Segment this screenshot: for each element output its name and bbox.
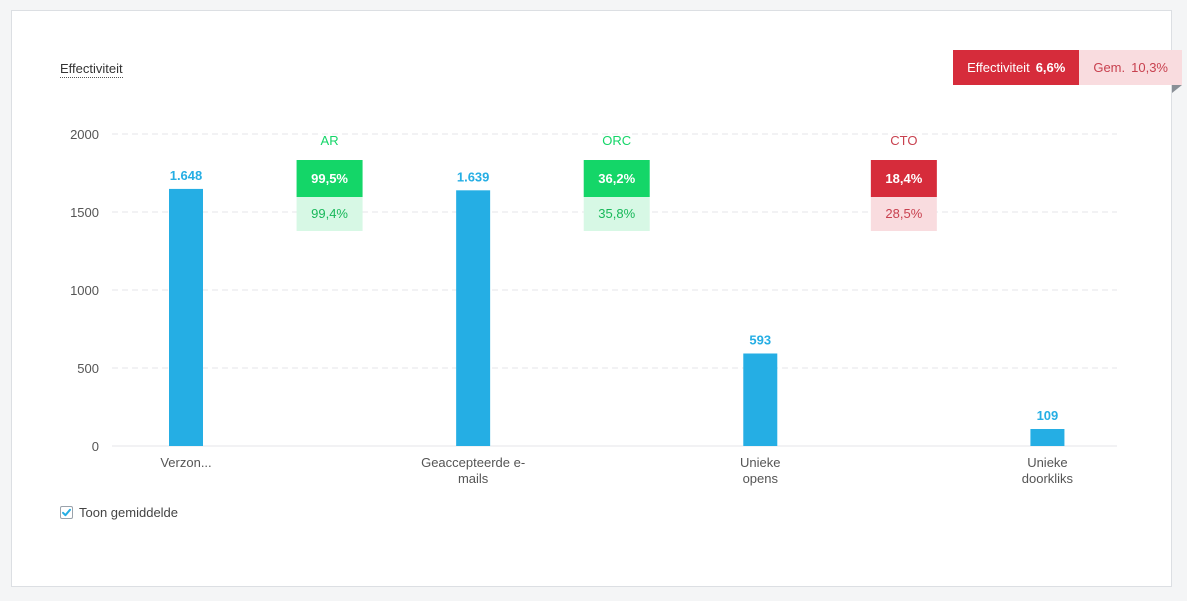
x-tick-label: Unieke (1027, 455, 1067, 470)
rate-value: 18,4% (885, 171, 922, 186)
effectiveness-card: Effectiviteit Effectiviteit 6,6% Gem. 10… (11, 10, 1182, 587)
rate-average-box (870, 197, 937, 231)
bar-value-label: 1.648 (170, 168, 203, 183)
bar-value-label: 109 (1037, 408, 1059, 423)
effectiveness-label: Effectiviteit (967, 60, 1030, 75)
x-tick-label: mails (458, 471, 489, 486)
effectiveness-main: Effectiviteit 6,6% (953, 50, 1080, 85)
rate-value: 36,2% (598, 171, 635, 186)
rate-average: 99,4% (311, 206, 348, 221)
effectiveness-value: 6,6% (1035, 60, 1066, 75)
x-tick-label: Verzon... (160, 455, 211, 470)
x-tick-label: doorkliks (1022, 471, 1074, 486)
effectiveness-average: Gem. 10,3% (1079, 50, 1182, 85)
bar-chart: 0 500 1000 1500 2000 1.648 Verzon... 1.639 Geacc… (70, 127, 1117, 486)
rate-average: 35,8% (598, 206, 635, 221)
y-tick-label: 1000 (70, 283, 99, 298)
y-tick-label: 0 (92, 439, 99, 454)
bar (1030, 428, 1065, 446)
rate-name: ORC (602, 133, 631, 148)
effectiveness-average-label: Gem. (1093, 60, 1126, 75)
rate-value-box (583, 160, 650, 197)
ribbon-fold-icon (1172, 85, 1182, 93)
bar (169, 188, 203, 447)
rate-value-box (870, 160, 937, 197)
bar-value-label: 1.639 (457, 169, 490, 184)
rate-value: 99,5% (311, 171, 348, 186)
x-tick-label: Geaccepteerde e- (421, 455, 525, 470)
rate-average-box (583, 197, 650, 231)
bar-value-label: 593 (749, 332, 771, 347)
bar (743, 353, 778, 446)
rate-value-box (296, 160, 363, 197)
rate-name: AR (321, 133, 339, 148)
effectiveness-average-value: 10,3% (1131, 60, 1168, 75)
card-title: Effectiviteit (60, 61, 123, 78)
show-average-label: Toon gemiddelde (79, 505, 179, 520)
checkmark-icon (62, 508, 71, 517)
checkbox[interactable] (60, 506, 73, 519)
show-average-toggle[interactable]: Toon gemiddelde (60, 505, 178, 520)
bar (456, 190, 491, 446)
y-tick-label: 500 (77, 361, 99, 376)
effectiveness-badge: Effectiviteit 6,6% Gem. 10,3% (953, 50, 1182, 93)
rate-name: CTO (890, 133, 917, 148)
x-tick-label: Unieke (740, 455, 780, 470)
rate-average-box (296, 197, 363, 231)
y-tick-label: 2000 (70, 127, 99, 142)
rate-average: 28,5% (885, 206, 922, 221)
y-tick-label: 1500 (70, 205, 99, 220)
x-tick-label: opens (743, 471, 779, 486)
